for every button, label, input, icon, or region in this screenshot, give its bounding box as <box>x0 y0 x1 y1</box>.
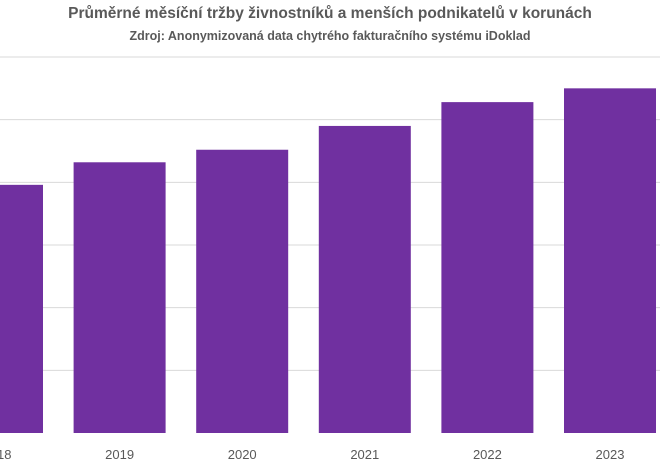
bar-2019 <box>73 162 166 433</box>
bars <box>0 88 656 434</box>
bar-2022 <box>441 102 534 434</box>
x-tick-label-2019: 2019 <box>105 447 134 462</box>
x-axis-labels: 2018 2019 2020 2021 2022 2023 <box>0 447 624 462</box>
x-tick-label-2018: 2018 <box>0 447 11 462</box>
bar-2018 <box>0 184 43 433</box>
chart-subtitle: Zdroj: Anonymizovaná data chytrého faktu… <box>129 29 531 43</box>
chart-title: Průměrné měsíční tržby živnostníků a men… <box>68 5 592 22</box>
x-tick-label-2022: 2022 <box>473 447 502 462</box>
bar-2020 <box>196 149 289 433</box>
x-tick-label-2020: 2020 <box>228 447 257 462</box>
x-tick-label-2021: 2021 <box>350 447 379 462</box>
x-tick-label-2023: 2023 <box>596 447 625 462</box>
bar-2023 <box>564 88 656 433</box>
bar-2021 <box>318 125 411 433</box>
